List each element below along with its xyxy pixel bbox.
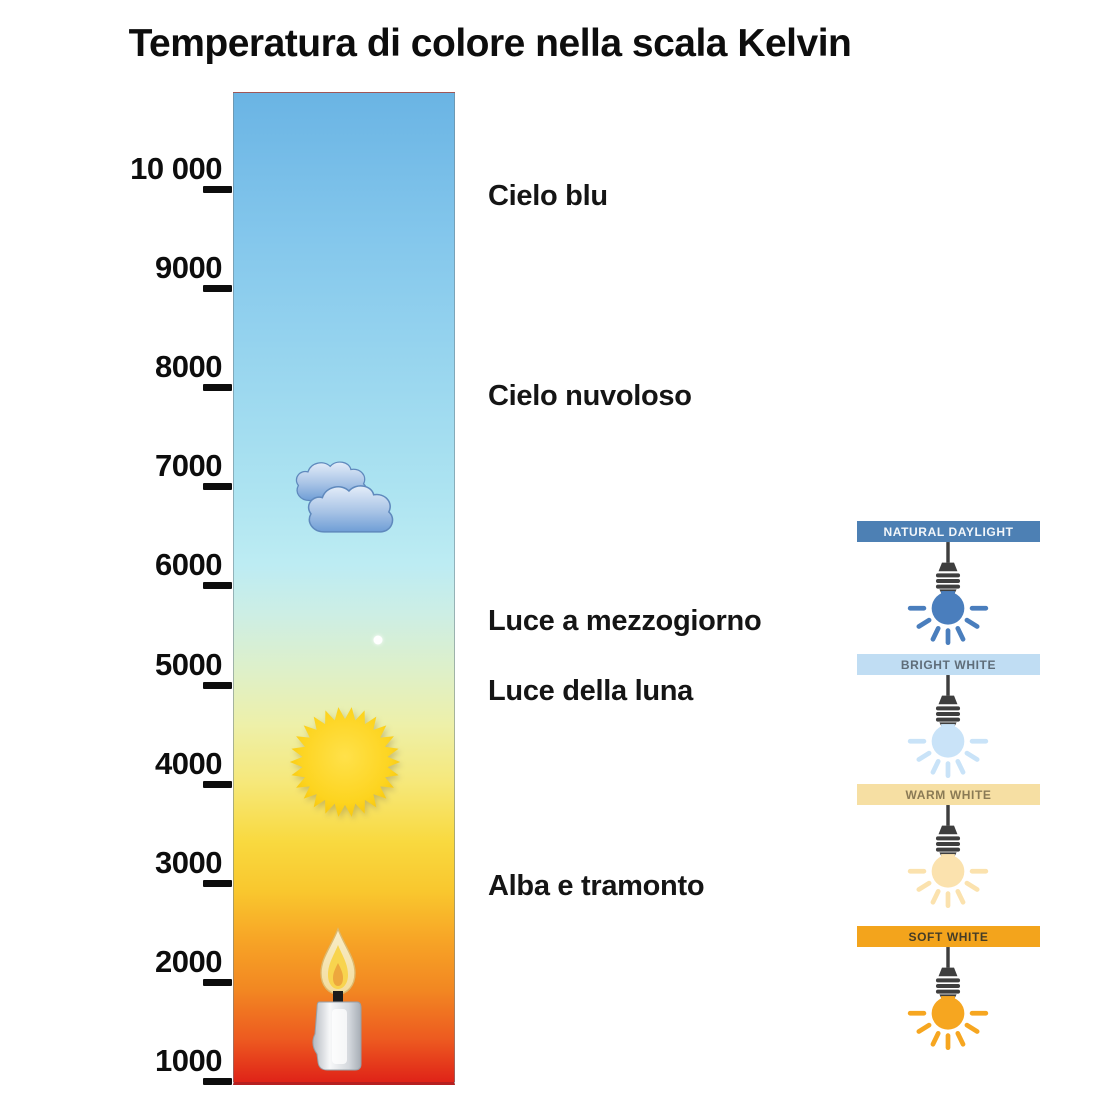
kelvin-tick-label: 2000 bbox=[155, 944, 222, 979]
swatch-header-bar: NATURAL DAYLIGHT bbox=[857, 521, 1040, 542]
scene-annotation-label: Luce della luna bbox=[488, 674, 693, 707]
swatch-header-bar: BRIGHT WHITE bbox=[857, 654, 1040, 675]
kelvin-tick-mark bbox=[203, 384, 232, 391]
kelvin-tick-mark bbox=[203, 483, 232, 490]
swatch-label: WARM WHITE bbox=[905, 787, 992, 802]
candle-icon bbox=[302, 925, 374, 1075]
kelvin-tick-mark bbox=[203, 781, 232, 788]
scene-annotation-label: Cielo nuvoloso bbox=[488, 379, 692, 412]
kelvin-tick-label: 7000 bbox=[155, 448, 222, 483]
swatch-label: NATURAL DAYLIGHT bbox=[883, 524, 1014, 539]
kelvin-tick-label: 5000 bbox=[155, 647, 222, 682]
page-title: Temperatura di colore nella scala Kelvin bbox=[128, 22, 852, 65]
kelvin-tick-label: 10 000 bbox=[130, 151, 222, 186]
kelvin-gradient-bar bbox=[233, 92, 455, 1085]
swatch-header-bar: WARM WHITE bbox=[857, 784, 1040, 805]
kelvin-tick-mark bbox=[203, 682, 232, 689]
kelvin-tick-label: 4000 bbox=[155, 746, 222, 781]
kelvin-tick-mark bbox=[203, 582, 232, 589]
kelvin-tick-mark bbox=[203, 979, 232, 986]
kelvin-tick-mark bbox=[203, 285, 232, 292]
kelvin-tick-mark bbox=[203, 1078, 232, 1085]
kelvin-tick-label: 1000 bbox=[155, 1043, 222, 1078]
light-bulb-icon bbox=[905, 947, 991, 1052]
kelvin-tick-label: 6000 bbox=[155, 547, 222, 582]
cloud-icon bbox=[282, 457, 408, 537]
scene-annotation-label: Alba e tramonto bbox=[488, 869, 705, 902]
kelvin-tick-mark bbox=[203, 880, 232, 887]
kelvin-tick-mark bbox=[203, 186, 232, 193]
swatch-label: BRIGHT WHITE bbox=[900, 657, 997, 672]
light-bulb-icon bbox=[905, 805, 991, 910]
swatch-label: SOFT WHITE bbox=[908, 929, 989, 944]
swatch-header-bar: SOFT WHITE bbox=[857, 926, 1040, 947]
sun-icon bbox=[286, 703, 404, 821]
light-bulb-icon bbox=[905, 675, 991, 780]
light-bulb-icon bbox=[905, 542, 991, 647]
scene-annotation-label: Luce a mezzogiorno bbox=[488, 604, 762, 637]
kelvin-tick-label: 9000 bbox=[155, 250, 222, 285]
moon-dot-icon bbox=[373, 635, 383, 645]
kelvin-tick-label: 8000 bbox=[155, 349, 222, 384]
scene-annotation-label: Cielo blu bbox=[488, 179, 608, 212]
kelvin-tick-label: 3000 bbox=[155, 845, 222, 880]
